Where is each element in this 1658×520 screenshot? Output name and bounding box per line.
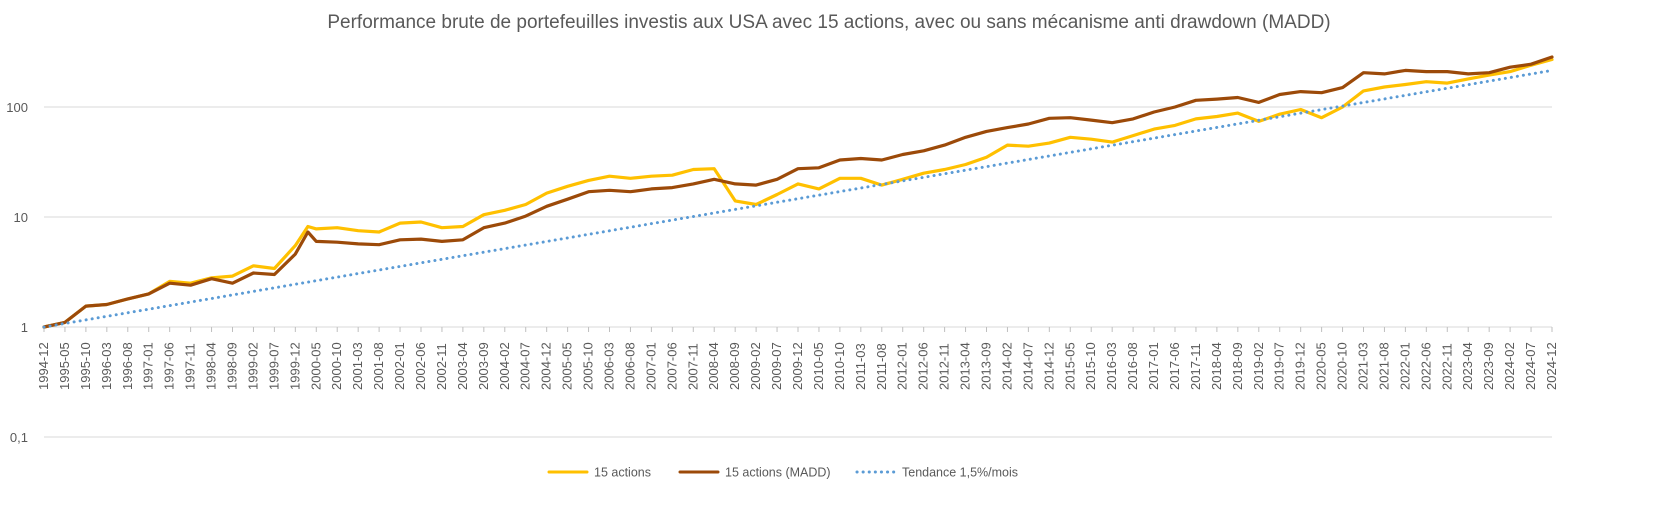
x-tick-label: 2004-07: [518, 342, 533, 390]
x-tick-label: 1997-01: [141, 342, 156, 390]
x-tick-label: 1999-02: [245, 342, 260, 390]
x-tick-label: 2017-11: [1188, 343, 1203, 390]
x-tick-label: 2024-12: [1544, 342, 1559, 390]
x-tick-label: 2013-04: [958, 342, 973, 390]
y-tick-label: 10: [14, 210, 28, 225]
x-tick-label: 2007-01: [643, 342, 658, 390]
x-tick-label: 2013-09: [979, 342, 994, 390]
x-tick-label: 2007-11: [685, 343, 700, 390]
x-tick-label: 2005-05: [560, 342, 575, 390]
x-tick-label: 2001-08: [371, 342, 386, 390]
x-tick-label: 2012-06: [916, 342, 931, 390]
x-tick-label: 2011-08: [874, 343, 889, 390]
x-tick-label: 1998-09: [225, 342, 240, 390]
x-tick-label: 2012-11: [937, 343, 952, 390]
series-line-1: [42, 57, 1554, 329]
series-line-3: [42, 68, 1554, 329]
x-tick-label: 2010-10: [832, 342, 847, 390]
x-axis-ticks: 1994-12 1995-05 1995-10 1996-03 1996-08 1997-…: [36, 327, 1559, 390]
y-tick-label: 0,1: [10, 430, 28, 445]
x-tick-label: 2019-02: [1251, 342, 1266, 390]
x-tick-label: 2000-05: [308, 342, 323, 390]
series-line-2: [42, 55, 1554, 329]
x-tick-label: 1999-07: [266, 342, 281, 390]
x-tick-label: 2014-07: [1020, 342, 1035, 390]
x-tick-label: 2010-05: [811, 342, 826, 390]
x-tick-label: 2009-12: [790, 342, 805, 390]
x-tick-label: 2004-02: [497, 342, 512, 390]
x-tick-label: 2014-02: [999, 342, 1014, 390]
x-tick-label: 1997-11: [183, 343, 198, 390]
x-tick-label: 2023-04: [1460, 342, 1475, 390]
x-tick-label: 1994-12: [36, 342, 51, 390]
legend: 15 actions 15 actions (MADD) Tendance 1,5%…: [547, 466, 1018, 480]
x-tick-label: 2002-06: [413, 342, 428, 390]
x-tick-label: 1995-10: [78, 342, 93, 390]
x-tick-label: 2009-02: [748, 342, 763, 390]
x-tick-label: 2006-03: [602, 342, 617, 390]
x-tick-label: 2020-10: [1335, 342, 1350, 390]
x-tick-label: 2007-06: [664, 342, 679, 390]
x-tick-label: 2018-04: [1209, 342, 1224, 390]
y-tick-label: 100: [6, 100, 28, 115]
x-tick-label: 2024-02: [1502, 342, 1517, 390]
x-tick-label: 2011-03: [853, 343, 868, 390]
y-axis-ticks: 0,1 1 10 100: [6, 100, 28, 445]
x-tick-label: 2021-08: [1376, 342, 1391, 390]
x-tick-label: 2016-03: [1104, 342, 1119, 390]
x-tick-label: 2001-03: [350, 342, 365, 390]
x-tick-label: 1996-08: [120, 342, 135, 390]
x-tick-label: 2002-01: [392, 342, 407, 390]
series-lines: [42, 55, 1554, 329]
x-tick-label: 2017-06: [1167, 342, 1182, 390]
x-tick-label: 2024-07: [1523, 342, 1538, 390]
x-tick-label: 2019-12: [1293, 342, 1308, 390]
x-tick-label: 2022-06: [1418, 342, 1433, 390]
x-tick-label: 2004-12: [539, 342, 554, 390]
x-tick-label: 2017-01: [1146, 342, 1161, 390]
x-tick-label: 2008-04: [706, 342, 721, 390]
x-tick-label: 1998-04: [204, 342, 219, 390]
x-tick-label: 2003-04: [455, 342, 470, 390]
x-tick-label: 2019-07: [1272, 342, 1287, 390]
x-tick-label: 2016-08: [1125, 342, 1140, 390]
x-tick-label: 1996-03: [99, 342, 114, 390]
x-tick-label: 2015-05: [1062, 342, 1077, 390]
legend-label: 15 actions: [594, 466, 651, 480]
x-tick-label: 2022-11: [1439, 343, 1454, 390]
x-tick-label: 2003-09: [476, 342, 491, 390]
y-tick-label: 1: [21, 320, 28, 335]
x-tick-label: 2015-10: [1083, 342, 1098, 390]
x-tick-label: 2020-05: [1314, 342, 1329, 390]
x-tick-label: 2022-01: [1397, 342, 1412, 390]
legend-label: Tendance 1,5%/mois: [902, 466, 1018, 480]
chart-title: Performance brute de portefeuilles inves…: [327, 12, 1330, 33]
x-tick-label: 2002-11: [434, 343, 449, 390]
x-tick-label: 1997-06: [162, 342, 177, 390]
x-tick-label: 2023-09: [1481, 342, 1496, 390]
x-tick-label: 2008-09: [727, 342, 742, 390]
x-tick-label: 2005-10: [581, 342, 596, 390]
x-tick-label: 2018-09: [1230, 342, 1245, 390]
x-tick-label: 2006-08: [622, 342, 637, 390]
x-tick-label: 2014-12: [1041, 342, 1056, 390]
x-tick-label: 1995-05: [57, 342, 72, 390]
x-tick-label: 2012-01: [895, 342, 910, 390]
x-tick-label: 2009-07: [769, 342, 784, 390]
x-tick-label: 2021-03: [1356, 342, 1371, 390]
x-tick-label: 2000-10: [329, 342, 344, 390]
x-tick-label: 1999-12: [287, 342, 302, 390]
legend-label: 15 actions (MADD): [725, 466, 831, 480]
